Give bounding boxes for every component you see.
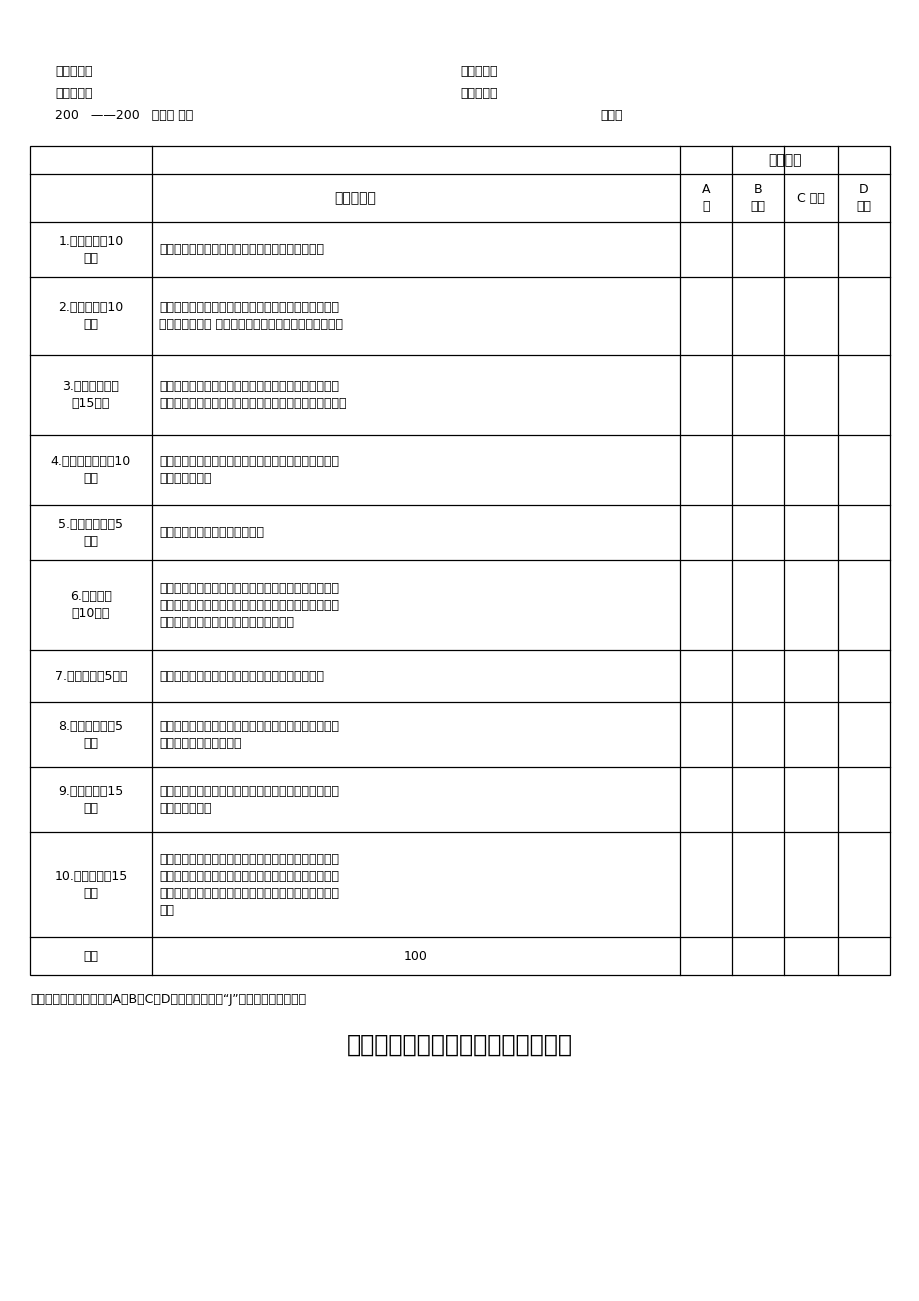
Text: 我对本课程的技能、知识、基本理论基本掌据，能分析
解决实际问题。: 我对本课程的技能、知识、基本理论基本掌据，能分析 解决实际问题。 <box>159 785 338 814</box>
Text: C 一般: C 一般 <box>796 191 824 204</box>
Text: 分値等级: 分値等级 <box>767 154 800 167</box>
Text: A
好: A 好 <box>701 183 709 213</box>
Text: 我对该课程的总体评价：多数课教学设计精心，不照本
宣科，注意理论与实践、能力训练与知识讲解过程的统
一，实训实验、知识、理论内容在教学过程中一体化安
排。: 我对该课程的总体评价：多数课教学设计精心，不照本 宣科，注意理论与实践、能力训练… <box>159 852 338 916</box>
Text: 学生对课程内容和过程有学习兴趣和动力。教师善于启
发，讲解或引导的方法符合初学者的认识规律；由具体
到抽象、由模糊到精确、由感性到理性。: 学生对课程内容和过程有学习兴趣和动力。教师善于启 发，讲解或引导的方法符合初学者… <box>159 582 338 628</box>
Text: 总分: 总分 <box>84 950 98 963</box>
Text: 注重基本能力（技能）与方法的训练，能力训练过程设
计合理，有实用性和趣味性，适合学生水平，善于引导。: 注重基本能力（技能）与方法的训练，能力训练过程设 计合理，有实用性和趣味性，适合… <box>159 380 346 410</box>
Text: 所在部门：: 所在部门： <box>460 65 497 78</box>
Text: 教学内容充实，信息量大、新。: 教学内容充实，信息量大、新。 <box>159 526 264 539</box>
Text: 阿克苏职业技术学院教师听课评价表: 阿克苏职业技术学院教师听课评价表 <box>346 1033 573 1056</box>
Text: 2.教学目标（10
分）: 2.教学目标（10 分） <box>58 301 123 330</box>
Text: 6.教学方法
（10分）: 6.教学方法 （10分） <box>70 589 112 621</box>
Text: 10.综合评价（15
分）: 10.综合评价（15 分） <box>54 869 128 899</box>
Text: 9.授课效果（15
分）: 9.授课效果（15 分） <box>58 785 123 814</box>
Text: 200   ——200   学年第 学期: 200 ——200 学年第 学期 <box>55 108 193 121</box>
Text: 1.教学态度（10
分）: 1.教学态度（10 分） <box>58 234 123 264</box>
Text: 7.教学手段（5分）: 7.教学手段（5分） <box>55 670 127 683</box>
Text: 课程名称：: 课程名称： <box>55 86 93 99</box>
Text: 知识围绕应用展开，应用之后有知识归纳，条理清楚，
重点难点突出。: 知识围绕应用展开，应用之后有知识归纳，条理清楚， 重点难点突出。 <box>159 455 338 485</box>
Text: 授课班级：: 授课班级： <box>460 86 497 99</box>
Text: 教学认真，备课充分，教书育人，注重课堂管理。: 教学认真，备课充分，教书育人，注重课堂管理。 <box>159 243 323 256</box>
Text: D
较差: D 较差 <box>856 183 870 213</box>
Text: B
较好: B 较好 <box>750 183 765 213</box>
Text: 项目及权重: 项目及权重 <box>334 191 376 206</box>
Bar <box>30 146 889 974</box>
Text: 8.答疑和辅导（5
分）: 8.答疑和辅导（5 分） <box>59 719 123 749</box>
Text: 注意课堂及课后的答疑和辅导，能及时认真批改作业、
实验报告、课程设计等。: 注意课堂及课后的答疑和辅导，能及时认真批改作业、 实验报告、课程设计等。 <box>159 719 338 749</box>
Text: 重视学生能力培养，每次课有明确合适的能力（技能）
目标和知识目标 课程考核要求明确，并注重平时考核。: 重视学生能力培养，每次课有明确合适的能力（技能） 目标和知识目标 课程考核要求明… <box>159 301 343 330</box>
Text: 100: 100 <box>403 950 427 963</box>
Text: 注：实事求是在相应等级A、B、C、D的空格上选择打“J”，系统会自动计算。: 注：实事求是在相应等级A、B、C、D的空格上选择打“J”，系统会自动计算。 <box>30 993 306 1006</box>
Text: 3.能力训练过程
（15分）: 3.能力训练过程 （15分） <box>62 380 119 410</box>
Text: 任课教师：: 任课教师： <box>55 65 93 78</box>
Text: 适时采用多媒体、网络等现代教学手段，效果好。: 适时采用多媒体、网络等现代教学手段，效果好。 <box>159 670 323 683</box>
Text: 5.教学信息量（5
分）: 5.教学信息量（5 分） <box>59 518 123 548</box>
Text: 4.知识讲解过程（10
分）: 4.知识讲解过程（10 分） <box>51 455 131 485</box>
Text: 年月日: 年月日 <box>599 108 622 121</box>
